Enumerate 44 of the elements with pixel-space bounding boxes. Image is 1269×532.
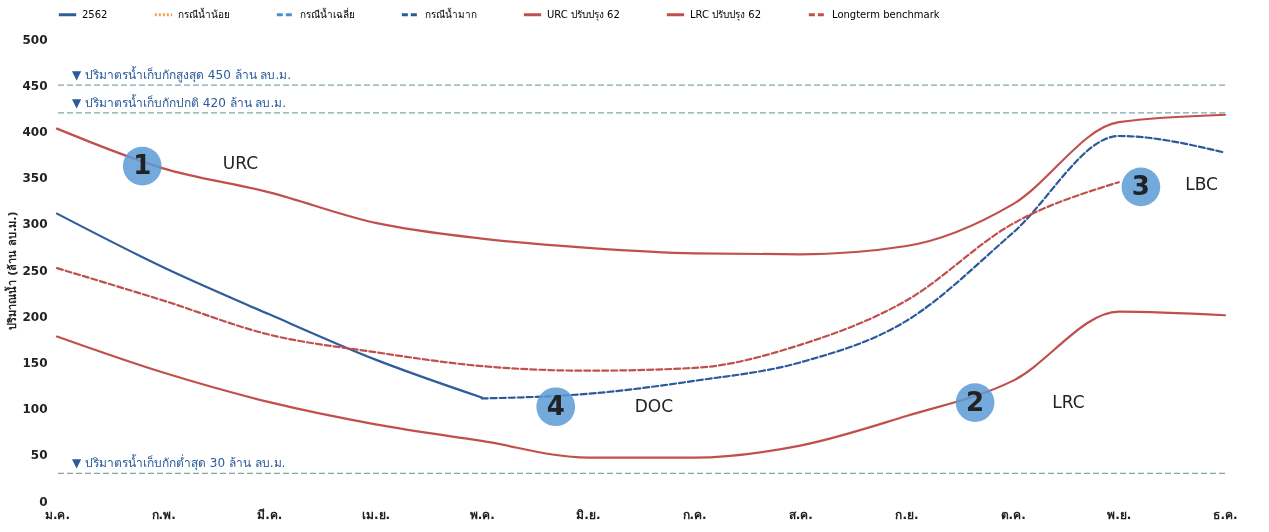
y-tick-label: 200 (22, 309, 48, 324)
annotation: LBC (1185, 173, 1218, 194)
line-series (55, 113, 1227, 256)
y-tick-label: 150 (22, 355, 48, 370)
y-tick-label: 400 (22, 124, 48, 139)
y-tick-label: 350 (22, 171, 48, 186)
annotation: 3 (1131, 170, 1150, 201)
x-tick-label: มี.ค. (257, 507, 283, 522)
legend-label: 2562 (82, 8, 108, 20)
y-tick-label: 300 (22, 217, 48, 232)
legend-label: กรณีน้ำน้อย (178, 6, 230, 20)
y-tick-label: 0 (39, 494, 48, 509)
x-tick-label: พ.ค. (469, 507, 495, 522)
legend-label: กรณีน้ำมาก (425, 6, 477, 20)
annotation: URC (222, 152, 259, 173)
ref-line-label: ▼ ปริมาตรน้ำเก็บกักปกติ 420 ล้าน ลบ.ม. (72, 93, 287, 110)
x-tick-label: ก.พ. (151, 507, 176, 522)
x-tick-label: พ.ย. (1107, 507, 1132, 522)
annotation: 1 (133, 150, 152, 181)
legend-label: Longterm benchmark (832, 8, 940, 20)
annotation: DOC (634, 395, 674, 416)
ref-line-label: ▼ ปริมาตรน้ำเก็บกักสูงสุด 450 ล้าน ลบ.ม. (72, 66, 292, 84)
annotation: 4 (546, 390, 565, 421)
legend-label: LRC ปรับปรุง 62 (690, 8, 762, 21)
y-tick-label: 250 (22, 263, 48, 278)
ref-line-label: ▼ ปริมาตรน้ำเก็บกักต่ำสุด 30 ล้าน ลบ.ม. (72, 454, 286, 472)
x-tick-label: ธ.ค. (1213, 507, 1238, 522)
legend-label: URC ปรับปรุง 62 (547, 8, 620, 21)
x-tick-label: มิ.ย. (576, 507, 601, 522)
annotation: 2 (966, 386, 985, 417)
y-tick-label: 50 (30, 448, 48, 463)
x-tick-label: เม.ย. (361, 507, 391, 522)
y-axis-title: ปริมาณน้ำ (ล้าน ลบ.ม.) (4, 211, 20, 330)
y-tick-label: 450 (22, 78, 48, 93)
y-tick-label: 100 (22, 402, 48, 417)
annotation: LRC (1052, 391, 1085, 412)
x-tick-label: ก.ค. (682, 507, 707, 522)
legend-label: กรณีน้ำเฉลี่ย (300, 6, 355, 20)
y-tick-label: 500 (22, 32, 48, 47)
x-tick-label: ต.ค. (1000, 507, 1026, 522)
x-tick-label: ม.ค. (44, 507, 71, 522)
x-tick-label: ส.ค. (788, 507, 813, 522)
line-series (55, 181, 1120, 372)
x-tick-label: ก.ย. (895, 507, 919, 522)
